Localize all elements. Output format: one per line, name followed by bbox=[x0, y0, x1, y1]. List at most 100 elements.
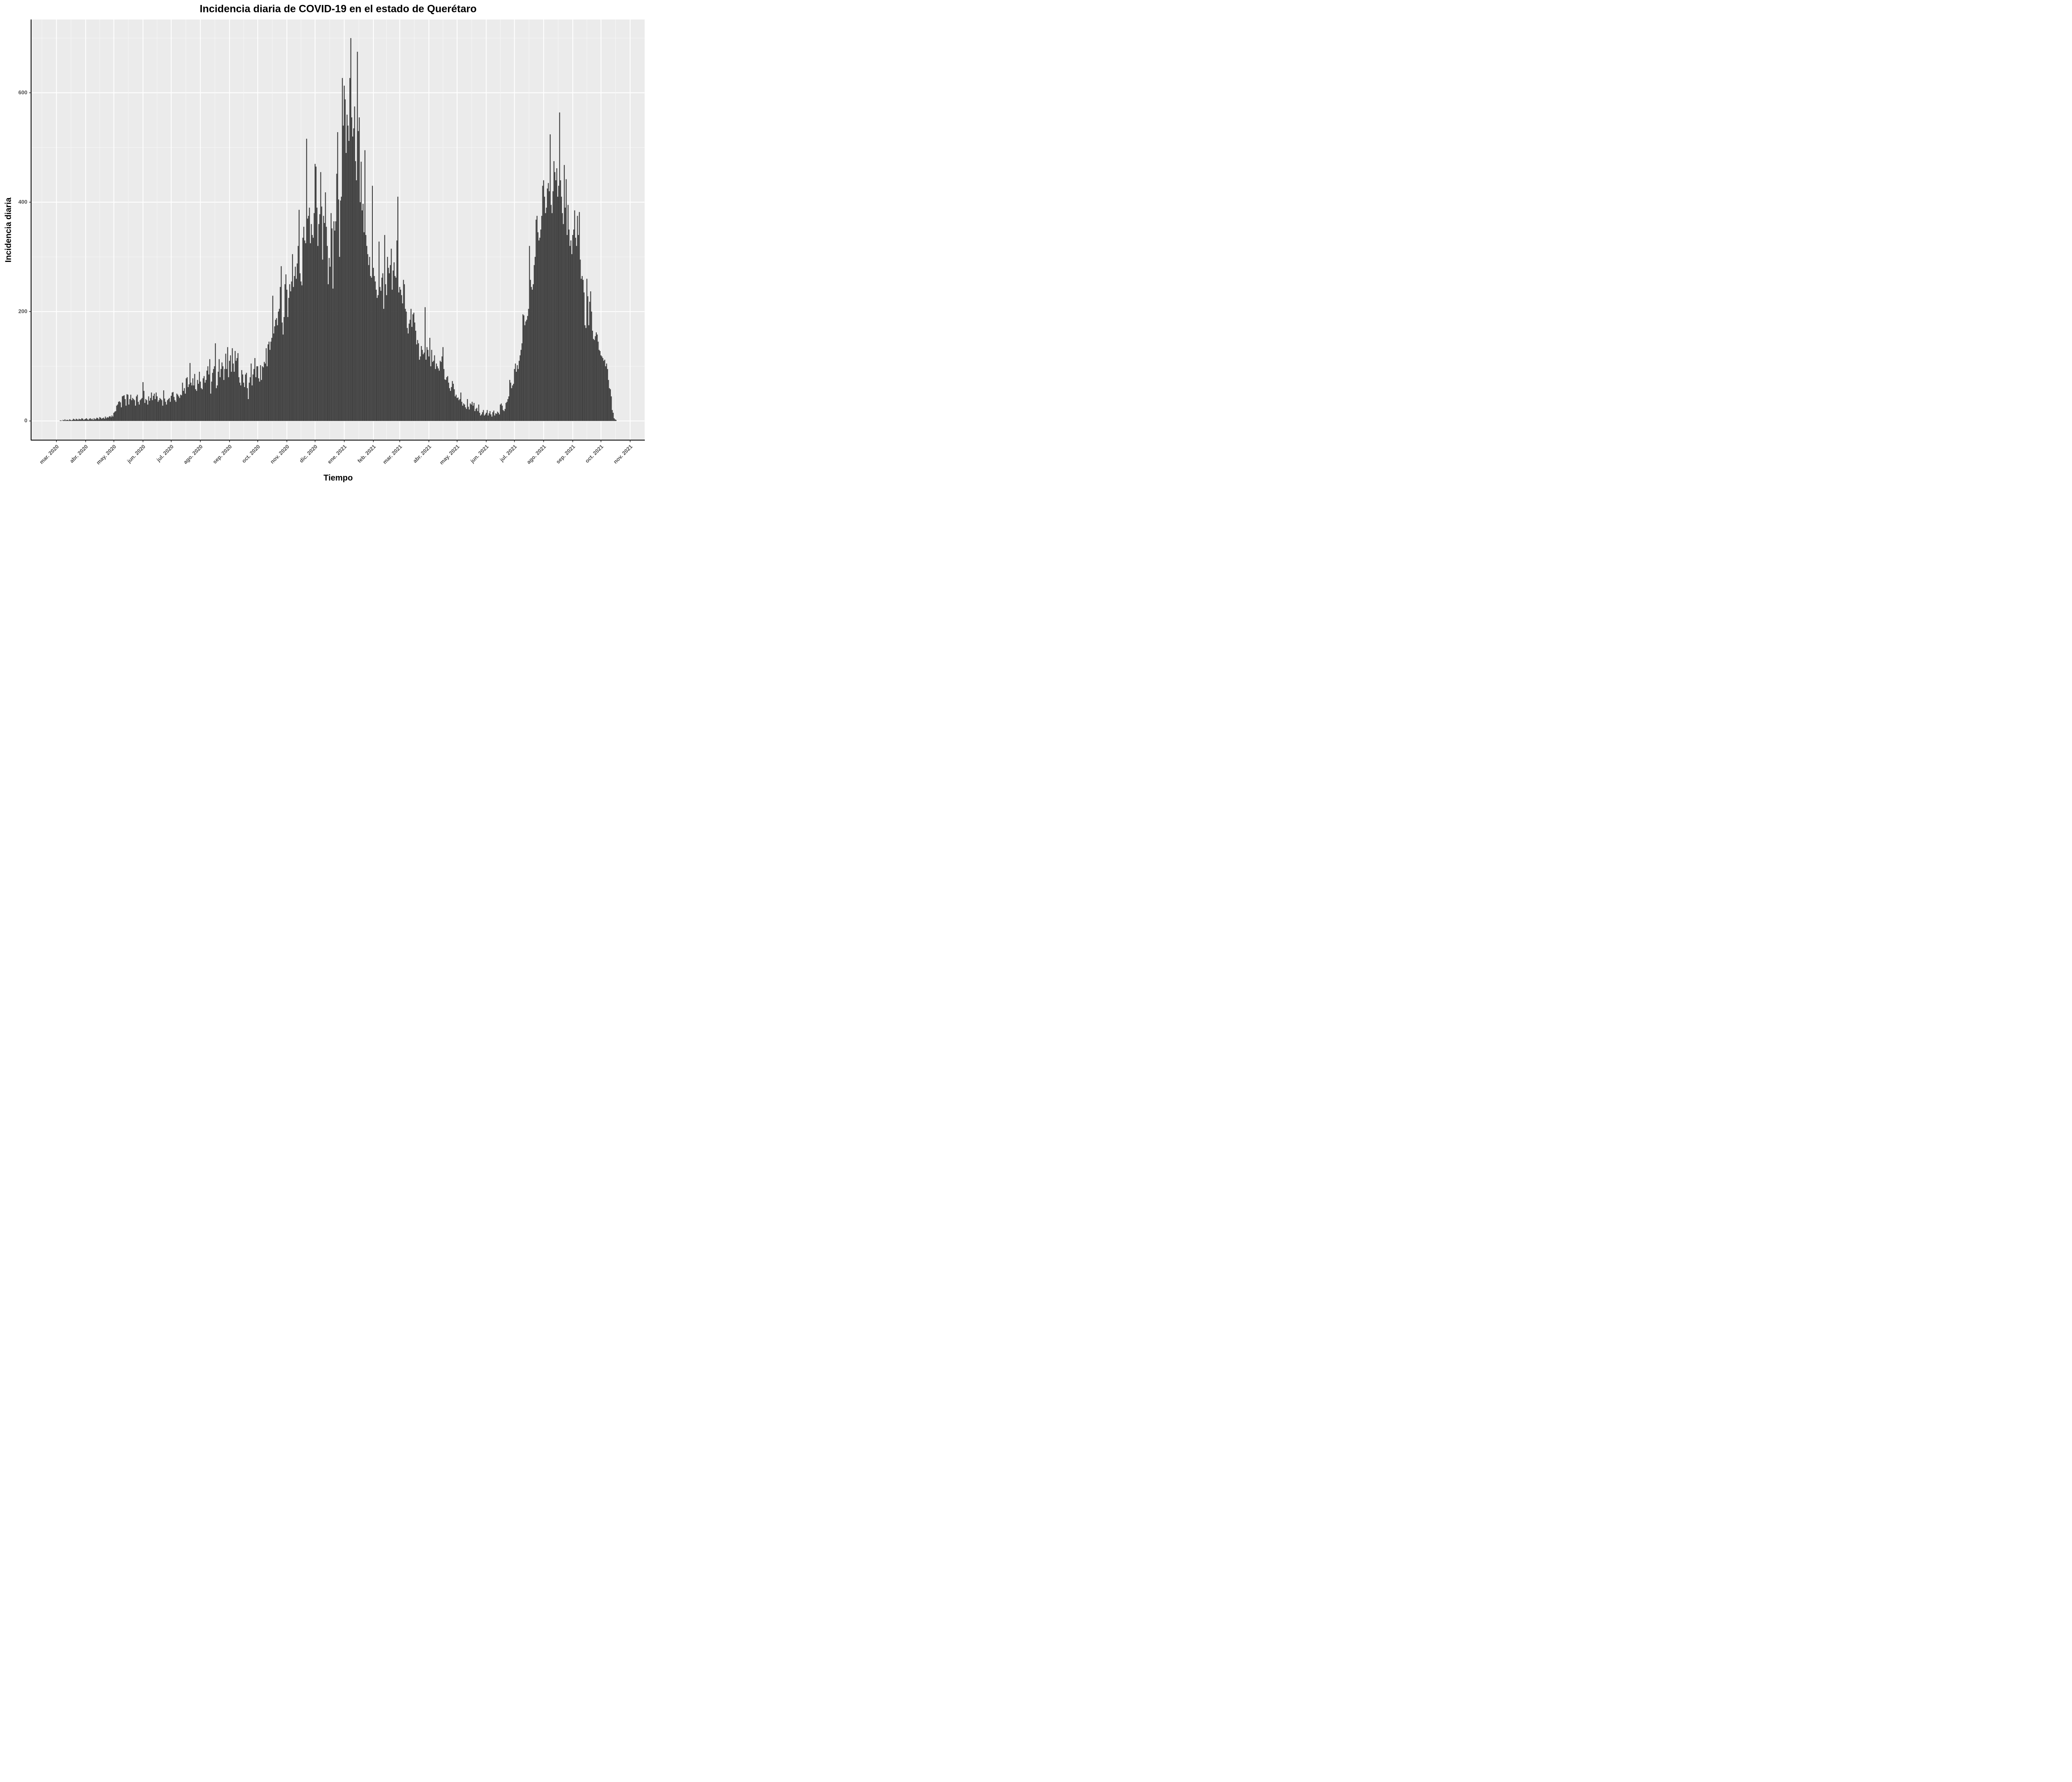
bar bbox=[165, 402, 166, 421]
bar bbox=[167, 400, 168, 421]
bar bbox=[466, 409, 467, 421]
bar bbox=[129, 399, 131, 421]
bar bbox=[175, 402, 177, 421]
bar bbox=[217, 385, 218, 421]
bar bbox=[491, 416, 493, 421]
bar bbox=[336, 174, 337, 421]
bar bbox=[85, 419, 86, 421]
bar bbox=[382, 273, 383, 421]
bar bbox=[511, 388, 512, 421]
bar bbox=[327, 284, 329, 421]
bar bbox=[297, 263, 298, 421]
bar bbox=[338, 199, 339, 421]
bar bbox=[391, 249, 392, 421]
bar bbox=[606, 363, 607, 421]
bar bbox=[262, 366, 263, 421]
bar bbox=[477, 411, 479, 421]
bar bbox=[503, 411, 505, 421]
bar bbox=[409, 320, 411, 421]
chart: 0 200 400 600 mar. 2020 abr. 2020 may. 2020 jun… bbox=[4, 3, 645, 482]
bar bbox=[240, 385, 242, 421]
bar bbox=[320, 172, 322, 421]
bar bbox=[247, 388, 248, 421]
bar bbox=[109, 416, 111, 421]
bar bbox=[287, 317, 288, 421]
bar bbox=[124, 399, 126, 421]
x-tick-label: jun. 2020 bbox=[126, 443, 147, 465]
bar bbox=[358, 117, 360, 421]
bar bbox=[241, 370, 242, 421]
bar bbox=[334, 230, 336, 421]
bar bbox=[67, 420, 68, 421]
bar bbox=[555, 180, 557, 421]
bar bbox=[95, 419, 97, 421]
bar bbox=[181, 395, 182, 421]
bar bbox=[283, 317, 285, 421]
bar bbox=[419, 359, 420, 421]
bar bbox=[369, 257, 370, 421]
x-axis-title: Tiempo bbox=[324, 473, 353, 482]
bar bbox=[300, 281, 302, 421]
bar bbox=[615, 420, 617, 421]
bar bbox=[274, 326, 275, 421]
bar bbox=[573, 229, 574, 421]
bar bbox=[542, 186, 543, 421]
bar bbox=[317, 246, 319, 421]
bar bbox=[152, 400, 153, 421]
bar bbox=[434, 355, 435, 421]
bar bbox=[78, 419, 80, 421]
bar bbox=[306, 138, 307, 421]
bar bbox=[107, 417, 108, 421]
bar bbox=[132, 398, 133, 421]
bar bbox=[138, 404, 140, 421]
bar bbox=[75, 419, 77, 421]
bar bbox=[313, 213, 315, 421]
bar bbox=[514, 369, 515, 421]
bar bbox=[468, 407, 469, 421]
bar bbox=[484, 415, 485, 421]
bar bbox=[544, 196, 545, 421]
bar bbox=[161, 400, 162, 421]
bar bbox=[227, 347, 228, 421]
x-tick-label: ago. 2020 bbox=[182, 443, 204, 465]
bar bbox=[114, 412, 116, 421]
bar bbox=[380, 291, 382, 421]
bar bbox=[186, 377, 188, 421]
bar bbox=[527, 316, 528, 421]
bar bbox=[375, 290, 377, 421]
x-tick-label: jun. 2021 bbox=[469, 443, 490, 465]
bar bbox=[187, 387, 189, 421]
bar bbox=[281, 266, 282, 421]
bar bbox=[117, 404, 118, 421]
bar bbox=[82, 419, 83, 421]
bar bbox=[248, 399, 249, 421]
bar bbox=[174, 400, 176, 421]
bar bbox=[449, 388, 450, 421]
bar bbox=[322, 259, 323, 421]
bar bbox=[535, 220, 537, 421]
bar bbox=[609, 388, 610, 421]
bar bbox=[194, 374, 196, 421]
bar bbox=[500, 404, 501, 421]
bar bbox=[84, 419, 85, 421]
bar bbox=[104, 419, 105, 421]
bar bbox=[385, 284, 386, 421]
bar bbox=[549, 134, 551, 421]
bar bbox=[446, 377, 448, 421]
bar bbox=[430, 366, 431, 421]
bar bbox=[508, 396, 509, 421]
bar bbox=[73, 419, 74, 421]
bar bbox=[149, 400, 150, 421]
bar bbox=[516, 372, 517, 421]
bar bbox=[257, 366, 259, 421]
bar bbox=[107, 417, 109, 421]
bar bbox=[327, 246, 328, 421]
x-tick-label: ene. 2021 bbox=[326, 443, 348, 465]
bar bbox=[63, 420, 65, 421]
bar bbox=[66, 420, 68, 421]
bar bbox=[474, 411, 476, 421]
bar bbox=[478, 404, 479, 421]
bar bbox=[191, 385, 193, 421]
bar bbox=[412, 314, 414, 421]
bar bbox=[570, 240, 571, 421]
